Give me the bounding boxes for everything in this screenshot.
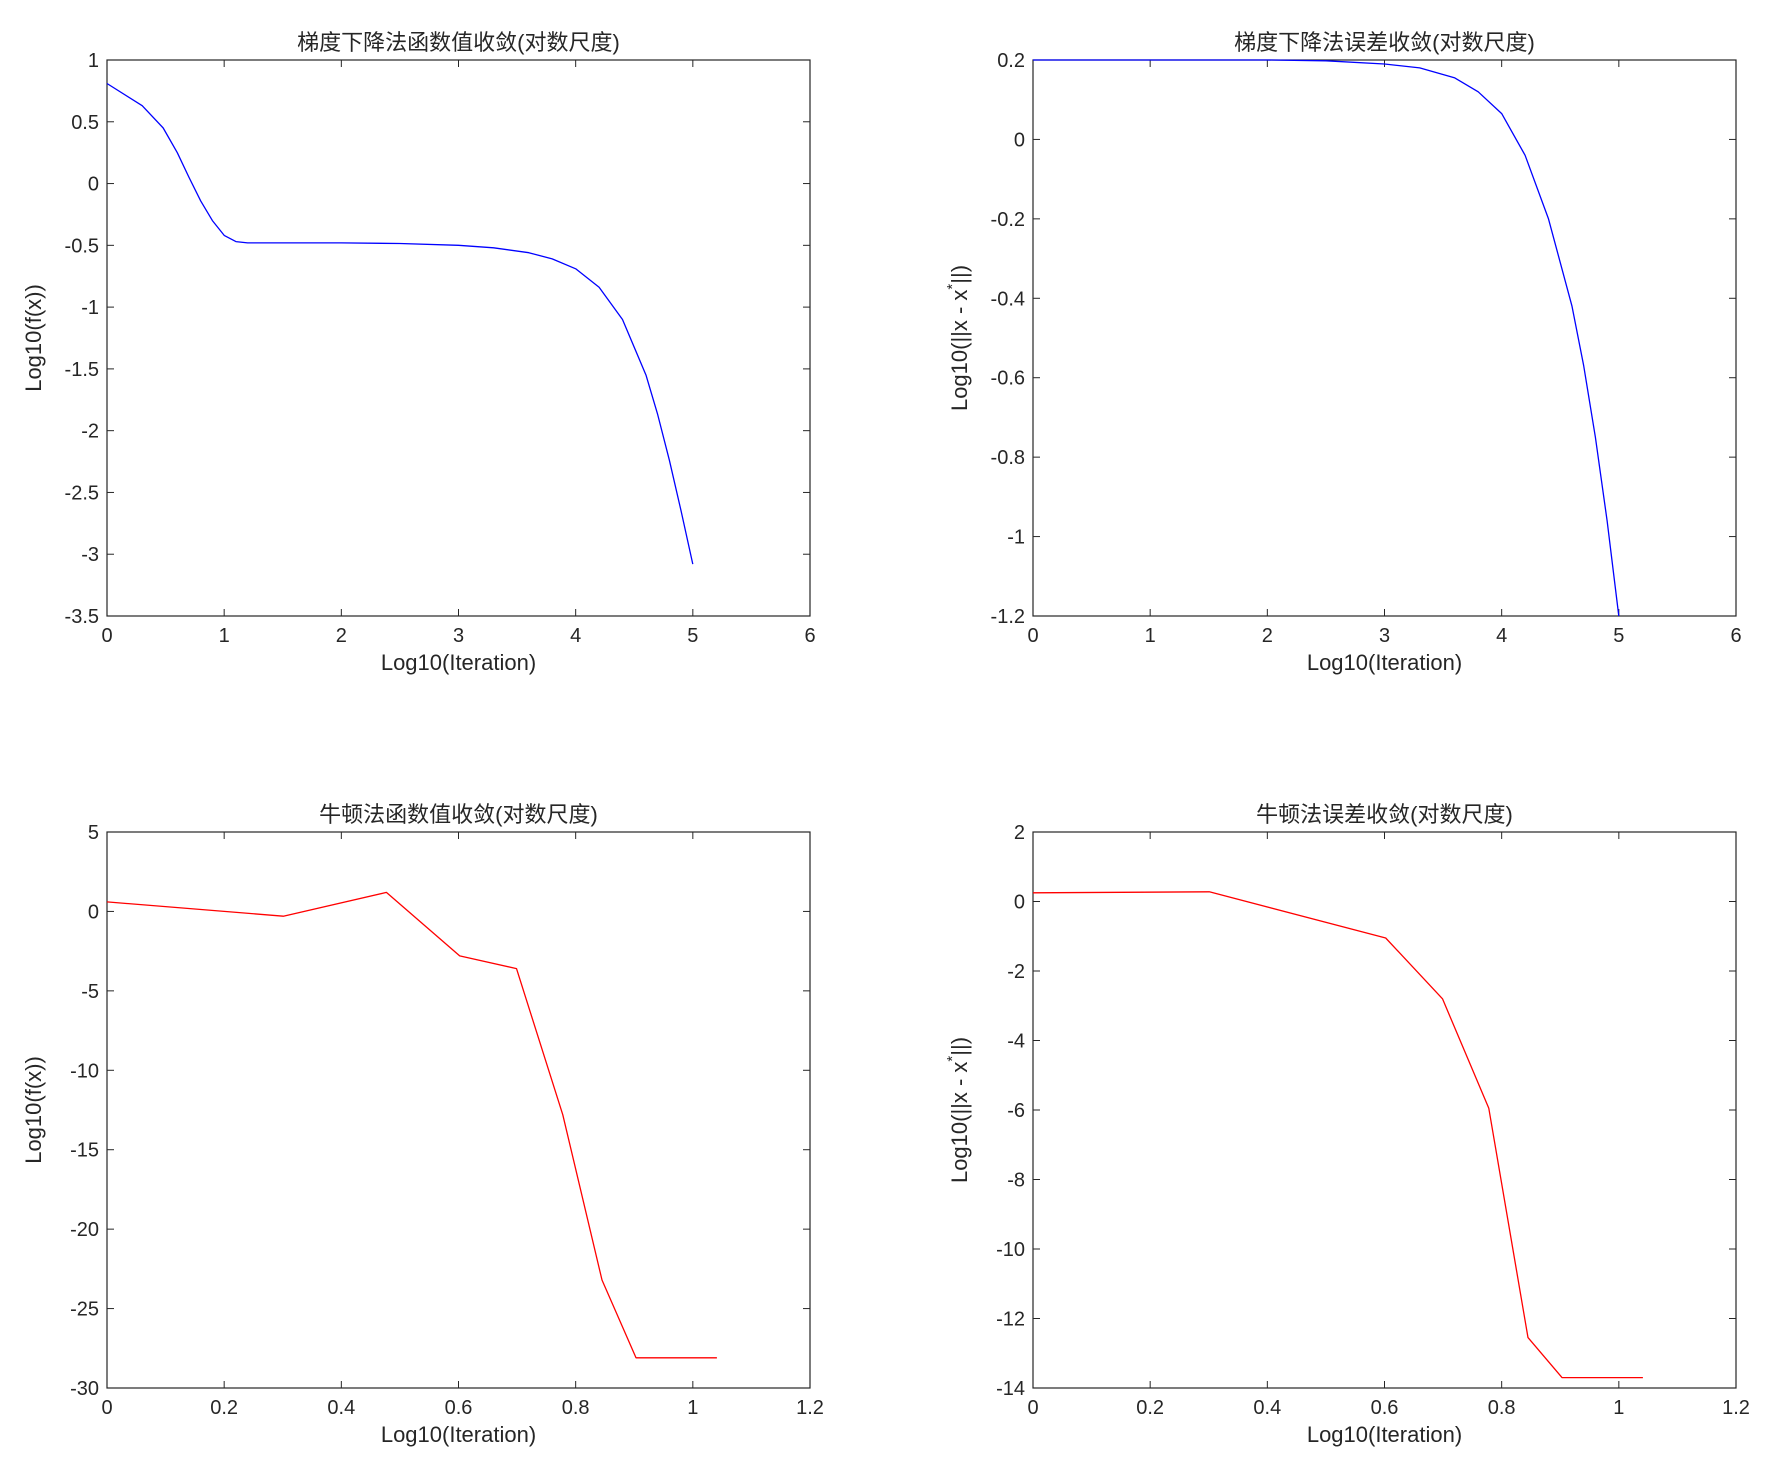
x-tick-label: 5 — [1613, 625, 1624, 647]
plot-area — [1032, 59, 1737, 617]
x-tick-label: 0.4 — [1253, 1397, 1281, 1419]
chart-title: 梯度下降法函数值收敛(对数尺度) — [297, 30, 620, 55]
x-tick-label: 5 — [687, 625, 698, 647]
y-axis-label: Log10(f(x)) — [21, 1056, 46, 1164]
x-axis-label: Log10(Iteration) — [381, 650, 536, 675]
y-tick-label: 1 — [88, 50, 99, 72]
x-tick-label: 4 — [1496, 625, 1507, 647]
y-tick-label: -6 — [1007, 1100, 1025, 1122]
x-tick-label: 0 — [101, 1397, 112, 1419]
y-axis-label-main: Log10(||x - x — [947, 1062, 972, 1183]
series-line-1 — [106, 82, 694, 565]
y-tick-label: -1.5 — [65, 359, 99, 381]
y-tick-label: -0.6 — [991, 368, 1025, 390]
y-tick-label: -10 — [70, 1060, 99, 1082]
y-tick-label: 0 — [88, 901, 99, 923]
y-tick-label: -12 — [996, 1309, 1025, 1331]
x-axis-label: Log10(Iteration) — [1307, 650, 1462, 675]
x-tick-label: 0 — [1027, 625, 1038, 647]
x-tick-label: 1 — [1145, 625, 1156, 647]
x-tick-label: 0.6 — [445, 1397, 473, 1419]
y-tick-label: -1 — [81, 297, 99, 319]
y-tick-label: 0 — [1014, 129, 1025, 151]
chart-title: 梯度下降法误差收敛(对数尺度) — [1234, 30, 1535, 55]
x-tick-label: 6 — [804, 625, 815, 647]
x-axis-label: Log10(Iteration) — [381, 1422, 536, 1447]
chart-2: 梯度下降法误差收敛(对数尺度) 0 1 2 3 4 5 6 0.2 0 -0.2 -0.4 -0.6 -0… — [944, 30, 1742, 675]
x-tick-label: 0.8 — [1488, 1397, 1516, 1419]
y-axis-label-superscript: * — [944, 284, 961, 290]
y-tick-label: -8 — [1007, 1170, 1025, 1192]
y-tick-label: 2 — [1014, 822, 1025, 844]
y-axis-label-main: Log10(||x - x — [947, 290, 972, 411]
y-tick-label: -3 — [81, 544, 99, 566]
y-tick-label: 0.2 — [997, 50, 1025, 72]
y-tick-label: 0.5 — [71, 112, 99, 134]
series-line-1 — [1033, 59, 1620, 617]
y-tick-label: -4 — [1007, 1031, 1025, 1053]
y-tick-label: -0.4 — [991, 288, 1025, 310]
y-axis-label-main: Log10(f(x)) — [21, 1056, 46, 1164]
y-tick-label: -2.5 — [65, 482, 99, 504]
y-axis-label-main: Log10(f(x)) — [21, 284, 46, 392]
y-tick-label: -0.8 — [991, 447, 1025, 469]
x-tick-label: 0.6 — [1371, 1397, 1399, 1419]
y-tick-label: -2 — [1007, 961, 1025, 983]
y-tick-label: -10 — [996, 1239, 1025, 1261]
chart-title: 牛顿法函数值收敛(对数尺度) — [319, 802, 598, 827]
x-tick-label: 0.4 — [327, 1397, 355, 1419]
y-tick-label: -0.5 — [65, 235, 99, 257]
x-tick-label: 1 — [687, 1397, 698, 1419]
y-tick-label: -5 — [81, 981, 99, 1003]
y-tick-label: 0 — [88, 174, 99, 196]
y-tick-label: -14 — [996, 1378, 1025, 1400]
x-tick-label: 0 — [101, 625, 112, 647]
x-tick-label: 3 — [453, 625, 464, 647]
x-tick-label: 1.2 — [1722, 1397, 1750, 1419]
y-axis-label-superscript: * — [944, 1056, 961, 1062]
y-tick-label: -3.5 — [65, 606, 99, 628]
y-tick-label: -0.2 — [991, 209, 1025, 231]
y-axis-label-tail: ||) — [947, 265, 972, 284]
plot-area — [106, 831, 811, 1389]
series-line-1 — [106, 891, 717, 1359]
x-tick-label: 6 — [1730, 625, 1741, 647]
x-tick-label: 2 — [1262, 625, 1273, 647]
y-tick-label: -25 — [70, 1299, 99, 1321]
x-tick-label: 3 — [1379, 625, 1390, 647]
chart-title: 牛顿法误差收敛(对数尺度) — [1256, 802, 1513, 827]
x-tick-label: 1.2 — [796, 1397, 824, 1419]
plot-area — [106, 59, 811, 617]
x-axis-label: Log10(Iteration) — [1307, 1422, 1462, 1447]
x-tick-label: 0.8 — [562, 1397, 590, 1419]
x-tick-label: 2 — [336, 625, 347, 647]
x-tick-label: 0 — [1027, 1397, 1038, 1419]
y-tick-label: -1 — [1007, 527, 1025, 549]
y-tick-label: -1.2 — [991, 606, 1025, 628]
y-axis-label: Log10(f(x)) — [21, 284, 46, 392]
series-line-1 — [1032, 891, 1643, 1379]
y-axis-label: Log10(||x - x*||) — [944, 265, 972, 411]
chart-1: 梯度下降法函数值收敛(对数尺度) 0 1 2 3 4 5 6 1 0.5 0 -0.5 -1 -1.5 -2… — [21, 30, 816, 675]
y-axis-label: Log10(||x - x*||) — [944, 1037, 972, 1183]
x-tick-label: 1 — [1613, 1397, 1624, 1419]
y-tick-label: -15 — [70, 1140, 99, 1162]
y-axis-label-tail: ||) — [947, 1037, 972, 1056]
x-tick-label: 0.2 — [1136, 1397, 1164, 1419]
plot-area — [1032, 831, 1737, 1389]
y-tick-label: -2 — [81, 421, 99, 443]
x-tick-label: 1 — [219, 625, 230, 647]
chart-3: 牛顿法函数值收敛(对数尺度) 0 0.2 0.4 0.6 0.8 1 1.2 5 0 -5 -10 -1… — [21, 802, 824, 1447]
chart-4: 牛顿法误差收敛(对数尺度) 0 0.2 0.4 0.6 0.8 1 1.2 2 0 -2 -4 -6 -8… — [944, 802, 1750, 1447]
x-tick-label: 4 — [570, 625, 581, 647]
y-tick-label: -30 — [70, 1378, 99, 1400]
y-tick-label: 0 — [1014, 892, 1025, 914]
y-tick-label: 5 — [88, 822, 99, 844]
y-tick-label: -20 — [70, 1219, 99, 1241]
x-tick-label: 0.2 — [210, 1397, 238, 1419]
